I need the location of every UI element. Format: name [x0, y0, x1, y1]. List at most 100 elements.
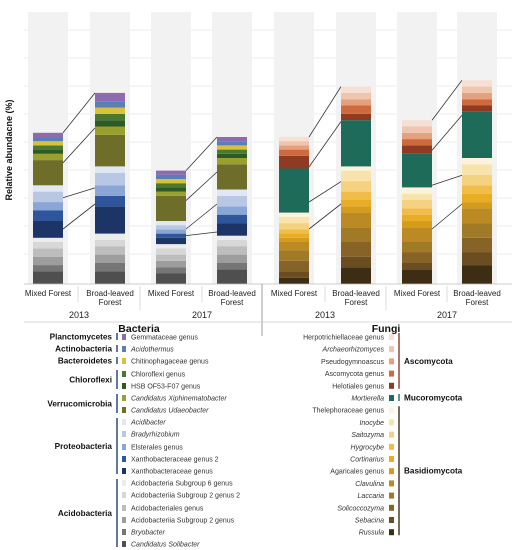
bar-segment — [95, 101, 125, 108]
legend-swatch — [122, 395, 126, 401]
year-label: 2017 — [437, 310, 457, 320]
bar-segment — [402, 126, 432, 133]
bar-segment — [341, 181, 371, 192]
x-tick-label: Forest — [99, 298, 122, 307]
bar-segment — [156, 248, 186, 255]
connector-line — [62, 92, 96, 134]
connector-line — [308, 121, 342, 168]
legend-label: Elsterales genus — [131, 445, 183, 452]
legend-swatch — [122, 358, 126, 364]
legend-label: Acidobacteriia Subgroup 2 genus 2 — [131, 493, 240, 500]
bar-segment — [279, 277, 309, 284]
bar-segment — [33, 153, 63, 161]
bar-segment — [33, 248, 63, 257]
bar-segment — [217, 246, 247, 255]
legend-label: Acidothermus — [130, 347, 174, 354]
x-tick-label: Broad-leaved — [332, 289, 380, 298]
bar-segment — [217, 254, 247, 263]
bar-segment — [33, 237, 63, 242]
bar-segment — [341, 120, 371, 167]
phylum-label: Mucoromycota — [404, 394, 463, 403]
bar-segment — [341, 86, 371, 93]
bar-segment — [341, 92, 371, 100]
bar-segment — [462, 99, 492, 106]
bar-segment — [402, 132, 432, 140]
bar-segment — [156, 273, 186, 284]
y-axis-label: Relative abundacne (%) — [4, 99, 14, 200]
x-tick-label: Forest — [221, 298, 244, 307]
bar-segment — [462, 174, 492, 186]
legend-swatch — [389, 456, 394, 462]
bar-segment — [341, 166, 371, 171]
bar-segment — [279, 223, 309, 230]
bar-segment — [341, 200, 371, 207]
bar-segment — [402, 214, 432, 221]
bar-segment — [33, 141, 63, 146]
bar-segment — [279, 242, 309, 251]
bar-segment — [341, 242, 371, 257]
legend-swatch — [122, 517, 126, 523]
bar-segment — [217, 137, 247, 142]
bar-segment — [462, 158, 492, 165]
bar-segment — [95, 120, 125, 127]
bar-segment — [33, 242, 63, 249]
bar-segment — [402, 252, 432, 263]
legend-swatch — [122, 346, 126, 352]
bar-segment — [156, 244, 186, 249]
bar-segment — [156, 221, 186, 226]
bar-segment — [95, 233, 125, 240]
bar-segment — [95, 195, 125, 207]
bar-segment — [33, 210, 63, 221]
bar-segment — [95, 263, 125, 272]
legend-label: Laccaria — [358, 493, 385, 500]
bar-segment — [341, 267, 371, 284]
legend-swatch — [122, 407, 126, 413]
bar-segment — [95, 254, 125, 263]
legend-swatch — [122, 334, 126, 340]
bar-segment — [156, 254, 186, 261]
bar-segment — [402, 145, 432, 154]
bar-segment — [462, 105, 492, 112]
bar-segment — [95, 134, 125, 167]
bar-segment — [95, 92, 125, 102]
bar-segment — [33, 191, 63, 203]
connector-line — [62, 203, 96, 230]
bar-segment — [217, 153, 247, 158]
bar-segment — [279, 149, 309, 156]
legend-swatch — [389, 468, 394, 475]
bar-segment — [217, 189, 247, 196]
bar-segment — [279, 212, 309, 217]
phylum-label: Acidobacteria — [58, 509, 113, 518]
bar-segment — [341, 227, 371, 242]
legend-swatch — [389, 346, 394, 353]
legend-swatch — [122, 468, 126, 474]
bar-segment — [402, 269, 432, 284]
connector-line — [431, 174, 463, 186]
bar-segment — [95, 107, 125, 114]
bar-segment — [402, 221, 432, 228]
bar-segment — [341, 206, 371, 213]
phylum-label: Bacteroidetes — [58, 357, 113, 366]
bar-segment — [217, 263, 247, 270]
x-tick-label: Broad-leaved — [453, 289, 501, 298]
connector-line — [308, 203, 342, 230]
bar-segment — [279, 233, 309, 238]
bar-segment — [217, 214, 247, 224]
legend-swatch — [389, 480, 394, 487]
bar-segment — [279, 260, 309, 272]
legend-label: Acidibacter — [130, 420, 166, 427]
bar-segment — [33, 265, 63, 272]
legend-label: Chloroflexi genus — [131, 372, 186, 379]
legend-label: Archaeorhizomyces — [322, 347, 385, 354]
legend-swatch — [389, 529, 394, 536]
bar-segment — [217, 164, 247, 190]
bar-segment — [217, 158, 247, 165]
bar-segment — [462, 237, 492, 253]
x-tick-label: Mixed Forest — [25, 289, 72, 298]
kingdom-label: Bacteria — [118, 323, 160, 335]
legend-label: Inocybe — [359, 420, 384, 427]
bar-segment — [156, 229, 186, 234]
legend-swatch — [122, 541, 126, 547]
bar-segment — [402, 120, 432, 127]
